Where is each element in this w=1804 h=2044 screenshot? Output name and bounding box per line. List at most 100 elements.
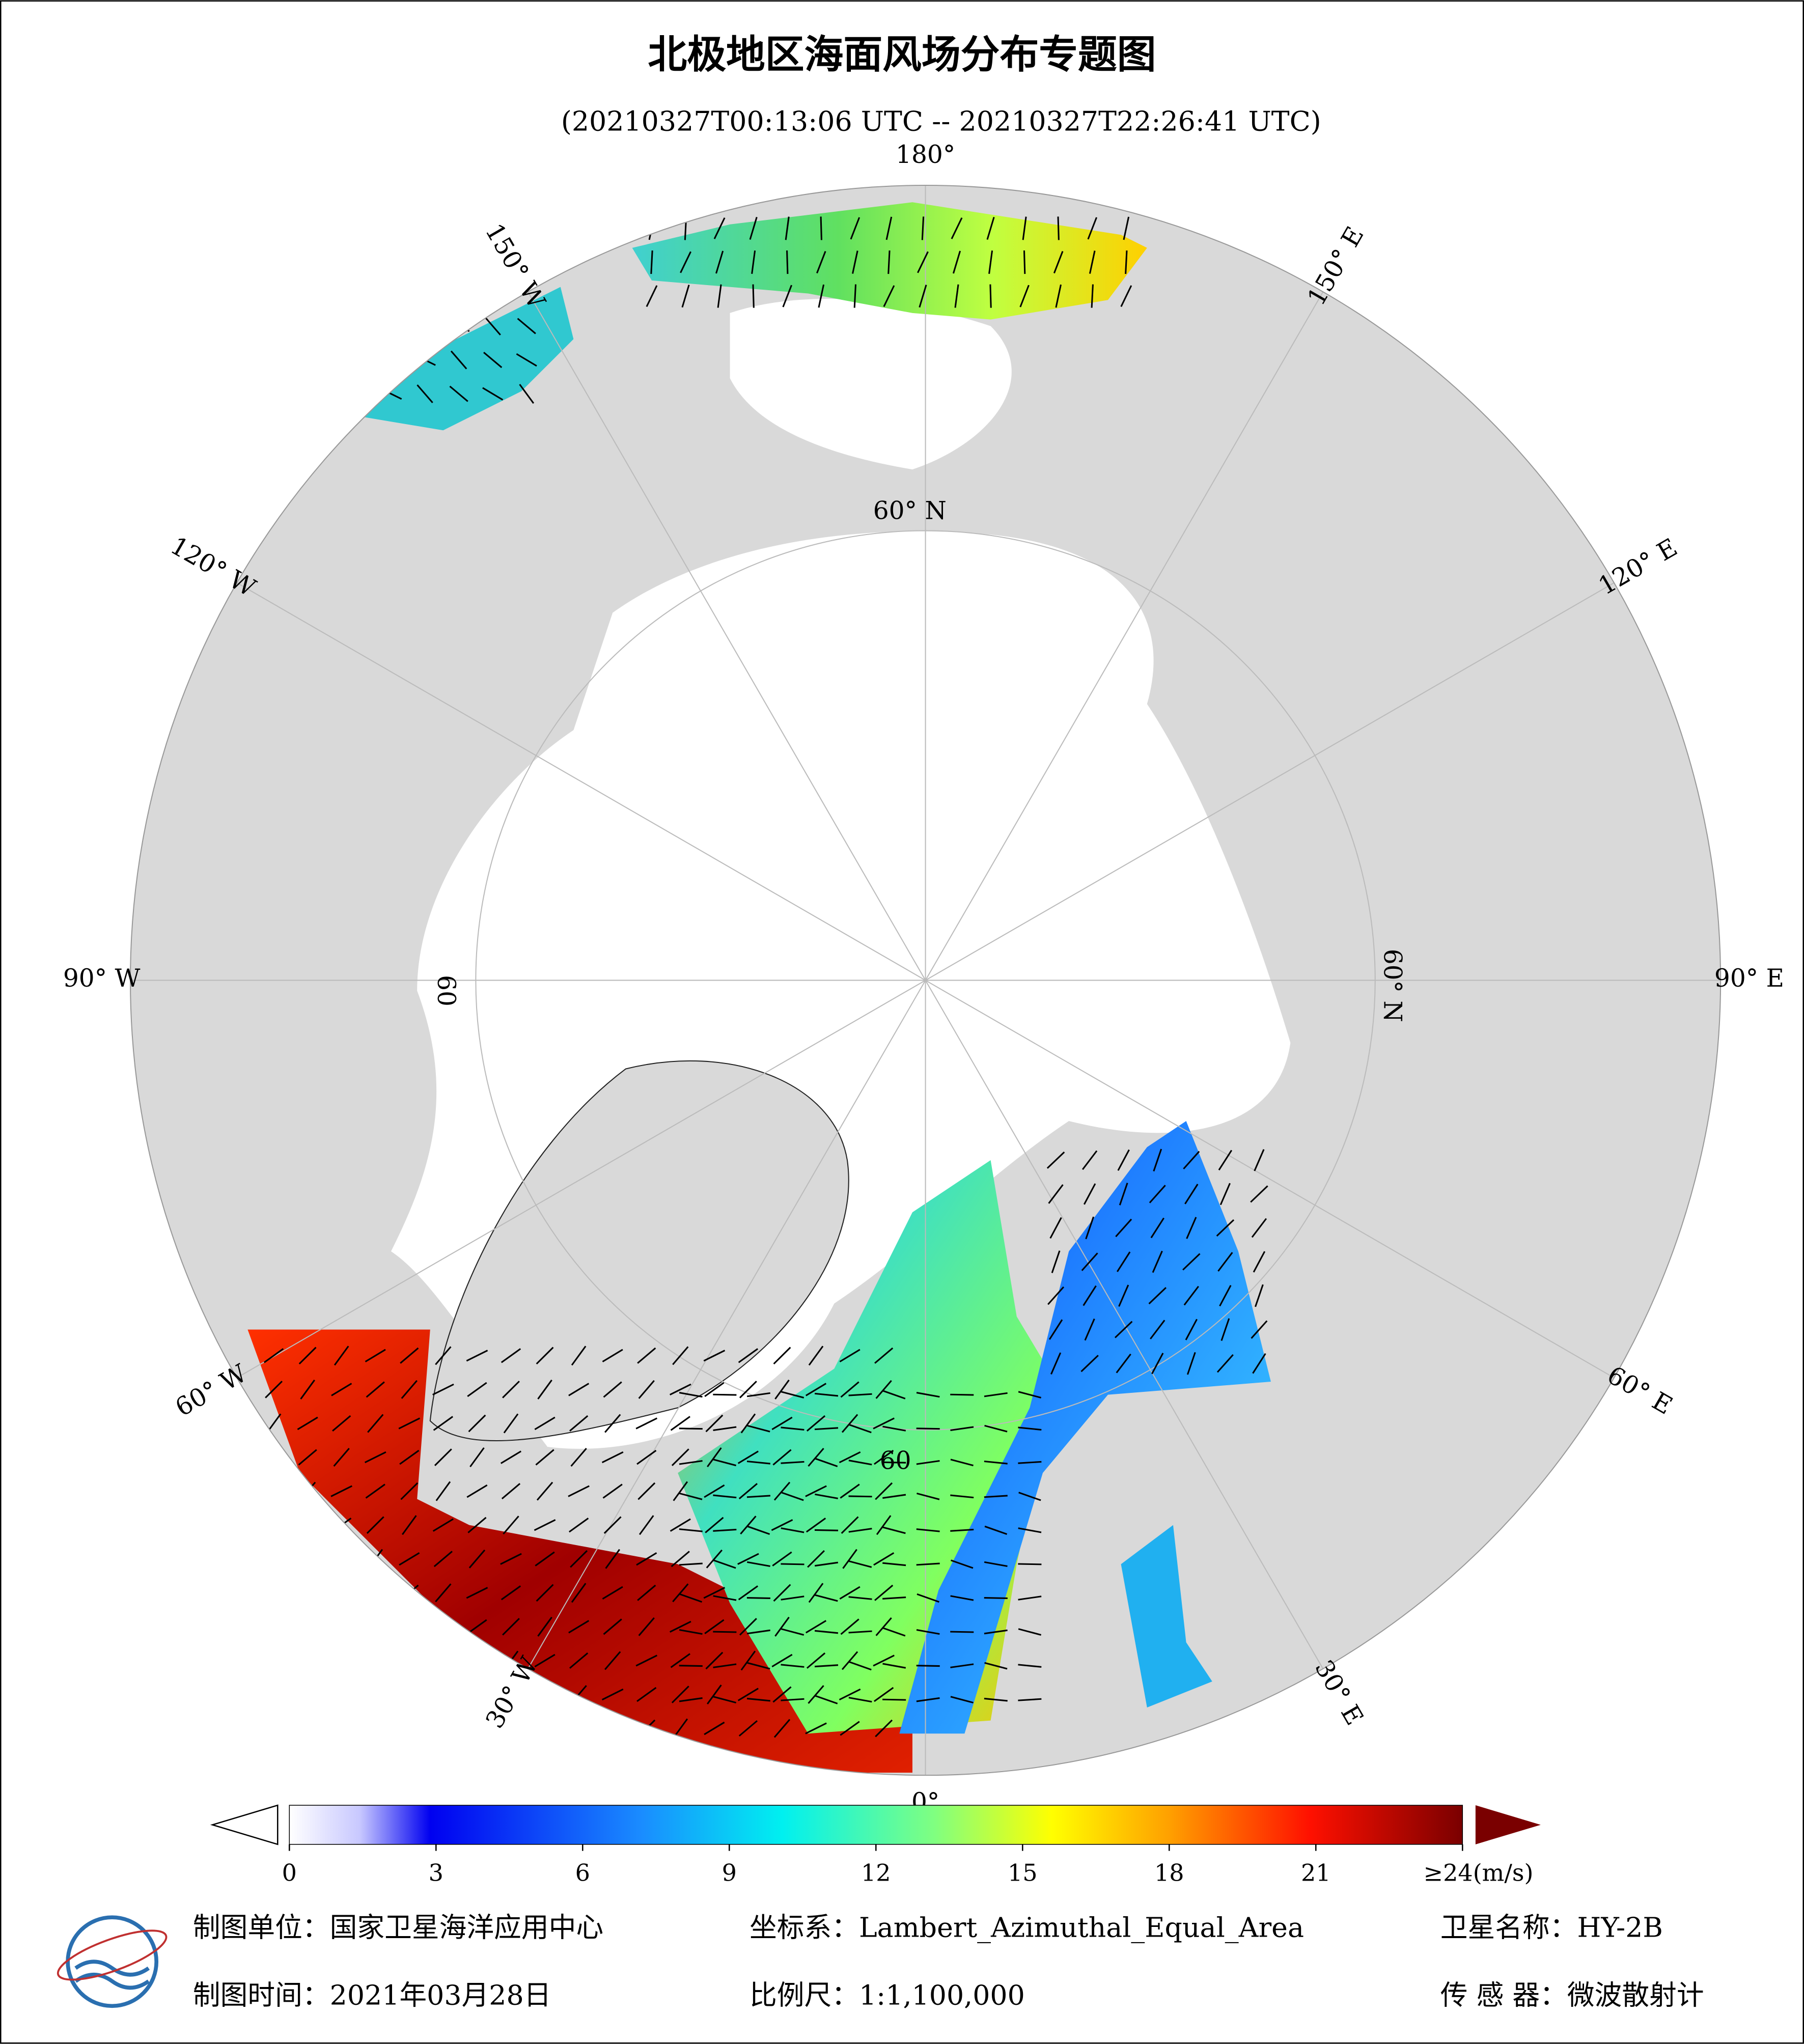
wind-arrow (366, 1381, 385, 1398)
wind-arrow (671, 1551, 690, 1567)
map-body (130, 185, 1721, 1776)
wind-arrow (1018, 1426, 1042, 1431)
wind-arrow (781, 1492, 804, 1501)
wind-arrow (738, 1348, 759, 1363)
wind-arrow (519, 384, 535, 404)
footer-item: 传 感 器：微波散射计 (1440, 1979, 1704, 2011)
wind-arrow (713, 1494, 737, 1499)
wind-arrow (669, 1620, 691, 1633)
longitude-label: 180° (896, 141, 955, 169)
map-outline (129, 184, 1722, 1776)
wind-arrow (873, 1417, 895, 1430)
wind-arrow (746, 1697, 770, 1702)
wind-arrow (1049, 1217, 1062, 1239)
wind-arrow (602, 1349, 623, 1363)
wind-arrow (671, 1448, 689, 1466)
wind-arrow (1251, 1218, 1267, 1238)
greenland (429, 1060, 849, 1442)
wind-arrow (1118, 1284, 1129, 1307)
wind-arrow (739, 1381, 757, 1398)
wind-arrow (882, 1461, 906, 1464)
wind-arrow (786, 250, 789, 274)
wind-arrow (873, 1655, 895, 1667)
wind-arrow (747, 1424, 770, 1433)
wind-arrow (1217, 1252, 1233, 1272)
wind-arrow (952, 250, 961, 274)
wind-arrow (1018, 1391, 1042, 1399)
wind-arrow (715, 250, 724, 274)
wind-arrow (1022, 216, 1027, 240)
wind-arrow (635, 1417, 658, 1430)
wind-arrow (333, 1448, 350, 1467)
wind-arrow (807, 1550, 825, 1568)
wind-arrow (501, 1585, 521, 1601)
wind-arrow (806, 1620, 827, 1634)
wind-arrow (839, 1451, 861, 1464)
wind-arrow (1119, 1183, 1128, 1206)
wind-arrow (848, 1697, 872, 1703)
wind-arrow (984, 1495, 1008, 1498)
colorbar-tick-label: 12 (861, 1859, 891, 1887)
wind-arrow (637, 1482, 656, 1500)
colorbar-high-extension (1475, 1805, 1541, 1844)
wind-arrow (806, 1383, 827, 1396)
wind-arrow (705, 1414, 724, 1433)
wind-arrow (781, 1426, 804, 1431)
meridian (925, 291, 1324, 981)
wind-arrow (873, 1552, 895, 1566)
wind-arrow (951, 217, 963, 239)
wind-arrow (706, 1549, 723, 1569)
wind-arrow (1125, 250, 1128, 274)
wind-arrow (1148, 1287, 1167, 1305)
wind-arrow (853, 284, 857, 308)
wind-arrow (704, 1721, 725, 1735)
wind-arrow (636, 1449, 657, 1465)
wind-arrow (785, 216, 790, 240)
bering-sea (730, 298, 1012, 470)
wind-arrow (740, 1413, 756, 1434)
wind-arrow (1186, 1217, 1197, 1239)
wind-arrow (951, 1559, 974, 1569)
footer-item: 坐标系：Lambert_Azimuthal_Equal_Area (750, 1912, 1304, 1944)
wind-arrow (569, 1415, 589, 1432)
wind-arrow (1254, 1149, 1265, 1171)
wind-arrow (568, 1620, 590, 1634)
wind-arrow (848, 1560, 872, 1568)
wind-arrow (874, 1687, 894, 1702)
wind-arrow (771, 1654, 793, 1668)
wind-arrow (331, 1383, 352, 1396)
wind-arrow (679, 1528, 703, 1532)
wind-arrow (636, 1552, 657, 1566)
wind-arrow (774, 1379, 790, 1399)
wind-arrow (805, 1722, 827, 1734)
wind-arrow (1018, 1628, 1042, 1636)
wind-arrow (738, 1585, 759, 1601)
wind-arrow (399, 1552, 420, 1566)
wind-arrow (466, 1587, 488, 1599)
wind-field-gulf-of-alaska (365, 287, 574, 431)
wind-arrow (704, 1382, 725, 1397)
wind-arrow (772, 1686, 792, 1703)
wind-arrow (536, 1347, 554, 1365)
wind-arrow (1251, 1320, 1268, 1339)
wind-arrow (818, 284, 825, 308)
wind-arrow (466, 1484, 488, 1498)
wind-arrow (433, 1551, 453, 1567)
wind-arrow (1046, 1151, 1065, 1169)
wind-arrow (1047, 1286, 1065, 1305)
wind-arrow (773, 1481, 791, 1501)
wind-arrow (883, 285, 895, 307)
wind-arrow (400, 1482, 419, 1500)
wind-arrow (875, 1482, 893, 1500)
meridian (925, 582, 1615, 981)
wind-arrow (534, 1654, 556, 1668)
wind-arrow (848, 1528, 872, 1533)
wind-arrow (876, 1515, 892, 1535)
wind-arrow (984, 1392, 1008, 1397)
wind-arrow (738, 1483, 758, 1500)
wind-arrow (1219, 1183, 1231, 1206)
wind-arrow (449, 385, 468, 402)
wind-arrow (1085, 1216, 1095, 1240)
wind-arrow (297, 1416, 318, 1431)
wind-arrow (874, 1347, 894, 1364)
